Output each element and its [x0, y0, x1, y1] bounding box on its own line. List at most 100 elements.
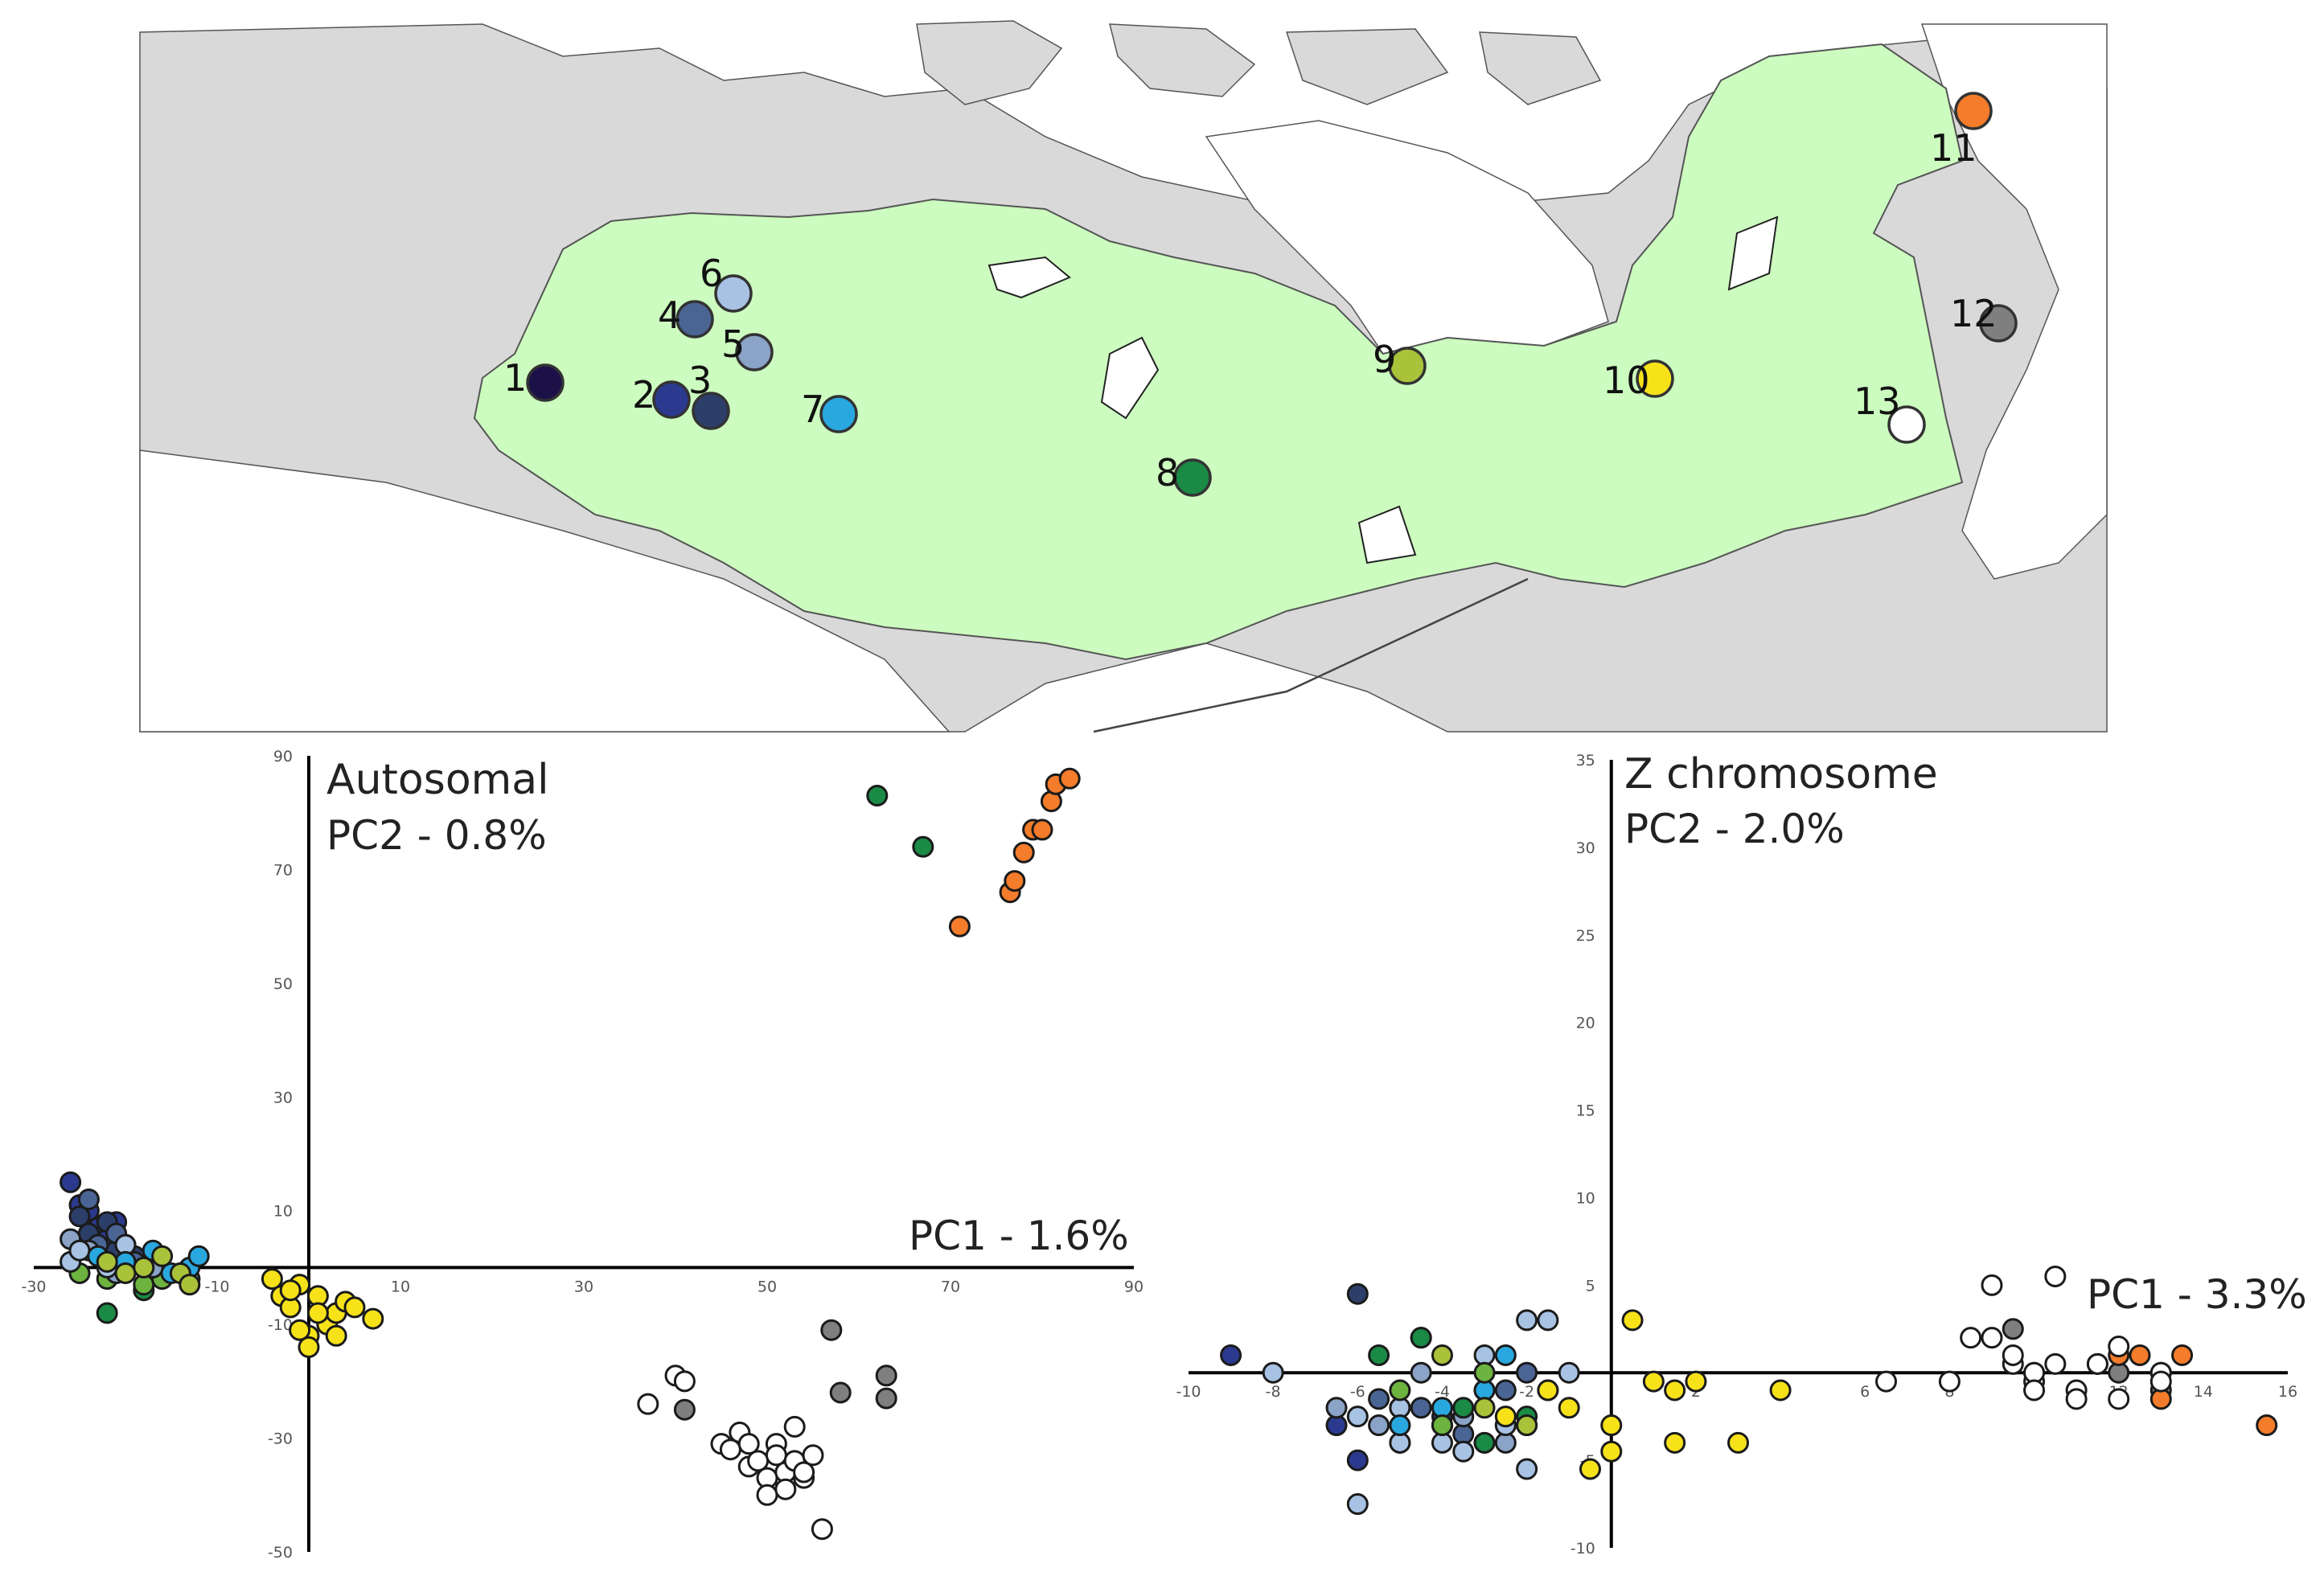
autosomal-xtick-label: 30 [574, 1278, 593, 1295]
autosomal-point [343, 1296, 366, 1319]
autosomal-point [948, 915, 971, 938]
z-point [2044, 1265, 2067, 1287]
autosomal-point [133, 1256, 155, 1278]
autosomal-point [306, 1302, 329, 1324]
autosomal-point [96, 1250, 118, 1273]
site-marker-10 [1636, 359, 1674, 398]
z-point [2171, 1344, 2194, 1366]
autosomal-point [737, 1433, 760, 1455]
autosomal-point [793, 1461, 815, 1484]
autosomal-point [96, 1302, 118, 1324]
z-point [1516, 1361, 1538, 1384]
autosomal-ytick-label: -10 [268, 1316, 293, 1334]
z-point [1368, 1414, 1390, 1437]
z-point [2108, 1336, 2130, 1358]
z-points [1220, 1265, 2278, 1516]
autosomal-xtick-label: -10 [204, 1278, 229, 1295]
autosomal-point [875, 1387, 897, 1410]
autosomal-title: Autosomal [326, 756, 549, 804]
z-xtick-label: -8 [1266, 1383, 1281, 1401]
autosomal-points [60, 767, 1081, 1541]
z-point [2086, 1352, 2108, 1375]
autosomal-ticks: -30 -10 10 30 50 70 90 -50 -30 -10 10 30 50 70 90 [21, 748, 1144, 1562]
z-point [1389, 1379, 1411, 1401]
z-xtick-label: -2 [1519, 1383, 1534, 1401]
autosomal-point [261, 1268, 283, 1291]
z-point [1621, 1309, 1644, 1332]
autosomal-axes [34, 756, 1134, 1552]
z-point [1494, 1344, 1517, 1366]
autosomal-point [325, 1324, 347, 1347]
site-marker-9 [1388, 347, 1427, 385]
autosomal-point [1031, 819, 1053, 841]
z-xtick-label: -4 [1435, 1383, 1450, 1401]
autosomal-point [298, 1336, 320, 1358]
autosomal-xtick-label: 90 [1124, 1278, 1144, 1295]
z-xtick-label: -10 [1176, 1383, 1201, 1401]
site-label-3: 3 [688, 359, 712, 402]
autosomal-pca: Autosomal PC2 - 0.8% PC1 - 1.6% -30 -10 10… [21, 748, 1144, 1562]
z-ytick-label: 35 [1576, 752, 1595, 769]
site-marker-7 [819, 395, 858, 433]
z-point [1452, 1397, 1475, 1419]
z-point [2129, 1344, 2151, 1366]
site-label-9: 9 [1373, 338, 1396, 381]
z-point [1981, 1274, 2003, 1296]
autosomal-ytick-label: 90 [273, 748, 293, 765]
autosomal-point [802, 1444, 824, 1467]
z-point [1537, 1379, 1559, 1401]
z-point [2002, 1318, 2024, 1340]
z-point [1346, 1449, 1369, 1471]
z-xtick-label: 14 [2194, 1383, 2213, 1401]
z-point [1642, 1370, 1665, 1393]
z-point [1516, 1414, 1538, 1437]
breeding-range [473, 43, 1964, 661]
autosomal-point [866, 785, 889, 806]
site-marker-3 [692, 392, 730, 430]
site-label-2: 2 [632, 373, 655, 417]
autosomal-point [637, 1393, 659, 1415]
autosomal-point [875, 1365, 897, 1387]
z-point [1664, 1379, 1686, 1401]
autosomal-point [362, 1307, 384, 1330]
z-point [1938, 1370, 1961, 1393]
arctic-islands [916, 20, 1602, 105]
autosomal-xtick-label: -30 [21, 1278, 46, 1295]
site-label-1: 1 [503, 356, 527, 400]
z-point [1262, 1361, 1284, 1384]
z-xtick-label: -6 [1350, 1383, 1365, 1401]
z-point [1600, 1440, 1623, 1463]
z-point [1220, 1344, 1242, 1366]
z-point [1410, 1397, 1432, 1419]
site-label-8: 8 [1156, 451, 1179, 495]
site-label-7: 7 [801, 388, 824, 431]
z-point [1558, 1397, 1580, 1419]
site-label-12: 12 [1950, 292, 1998, 335]
site-label-5: 5 [721, 322, 745, 366]
z-point [1346, 1282, 1369, 1305]
z-point [1685, 1370, 1707, 1393]
site-marker-2 [652, 380, 691, 419]
pacific-ocean [139, 449, 951, 733]
autosomal-ytick-label: 30 [273, 1089, 293, 1106]
autosomal-point [289, 1319, 311, 1341]
z-point [1346, 1493, 1369, 1516]
z-point [1537, 1309, 1559, 1332]
z-point [1452, 1440, 1475, 1463]
z-point [2044, 1352, 2067, 1375]
z-ytick-label: 10 [1576, 1189, 1595, 1207]
autosomal-point [1058, 767, 1081, 790]
z-point [1516, 1309, 1538, 1332]
z-point [1981, 1327, 2003, 1349]
autosomal-point [68, 1205, 91, 1228]
z-point [1368, 1388, 1390, 1410]
z-point [1410, 1361, 1432, 1384]
boundary-line [1093, 577, 1529, 733]
site-label-13: 13 [1854, 380, 1901, 423]
site-marker-5 [735, 333, 774, 371]
autosomal-ytick-label: -30 [268, 1430, 293, 1448]
autosomal-point [774, 1478, 797, 1500]
z-point [1875, 1370, 1898, 1393]
